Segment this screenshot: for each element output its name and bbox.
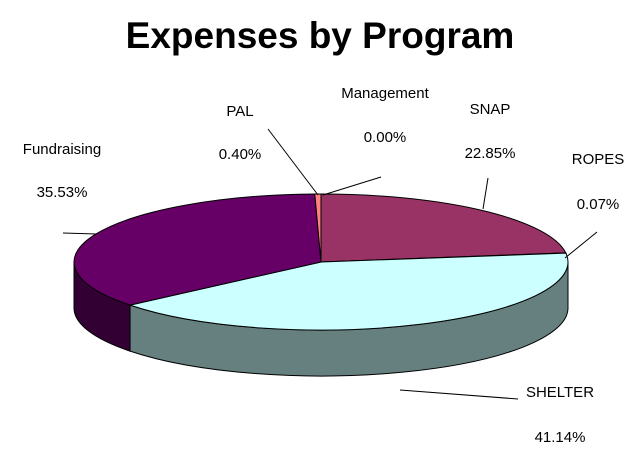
leader-line — [267, 128, 319, 196]
chart-title: Expenses by Program — [126, 15, 515, 56]
value-label: 35.53% — [37, 184, 88, 201]
value-label: 0.40% — [219, 146, 262, 163]
category-label: SNAP — [470, 101, 511, 118]
category-label: PAL — [226, 103, 253, 120]
leader-line — [322, 176, 382, 196]
slice — [128, 252, 569, 331]
value-label: 0.07% — [577, 196, 620, 213]
slice — [73, 193, 322, 306]
value-label: 22.85% — [465, 145, 516, 162]
category-label: SHELTER — [526, 384, 594, 401]
category-label: ROPES — [572, 151, 625, 168]
category-label: Fundraising — [23, 141, 101, 158]
value-label: 0.00% — [364, 129, 407, 146]
leader-line — [482, 177, 489, 210]
slice — [320, 193, 567, 263]
leader-line — [399, 389, 519, 400]
value-label: 41.14% — [535, 429, 586, 446]
leader-line — [564, 231, 598, 259]
category-label: Management — [341, 85, 429, 102]
leader-line — [62, 232, 97, 235]
